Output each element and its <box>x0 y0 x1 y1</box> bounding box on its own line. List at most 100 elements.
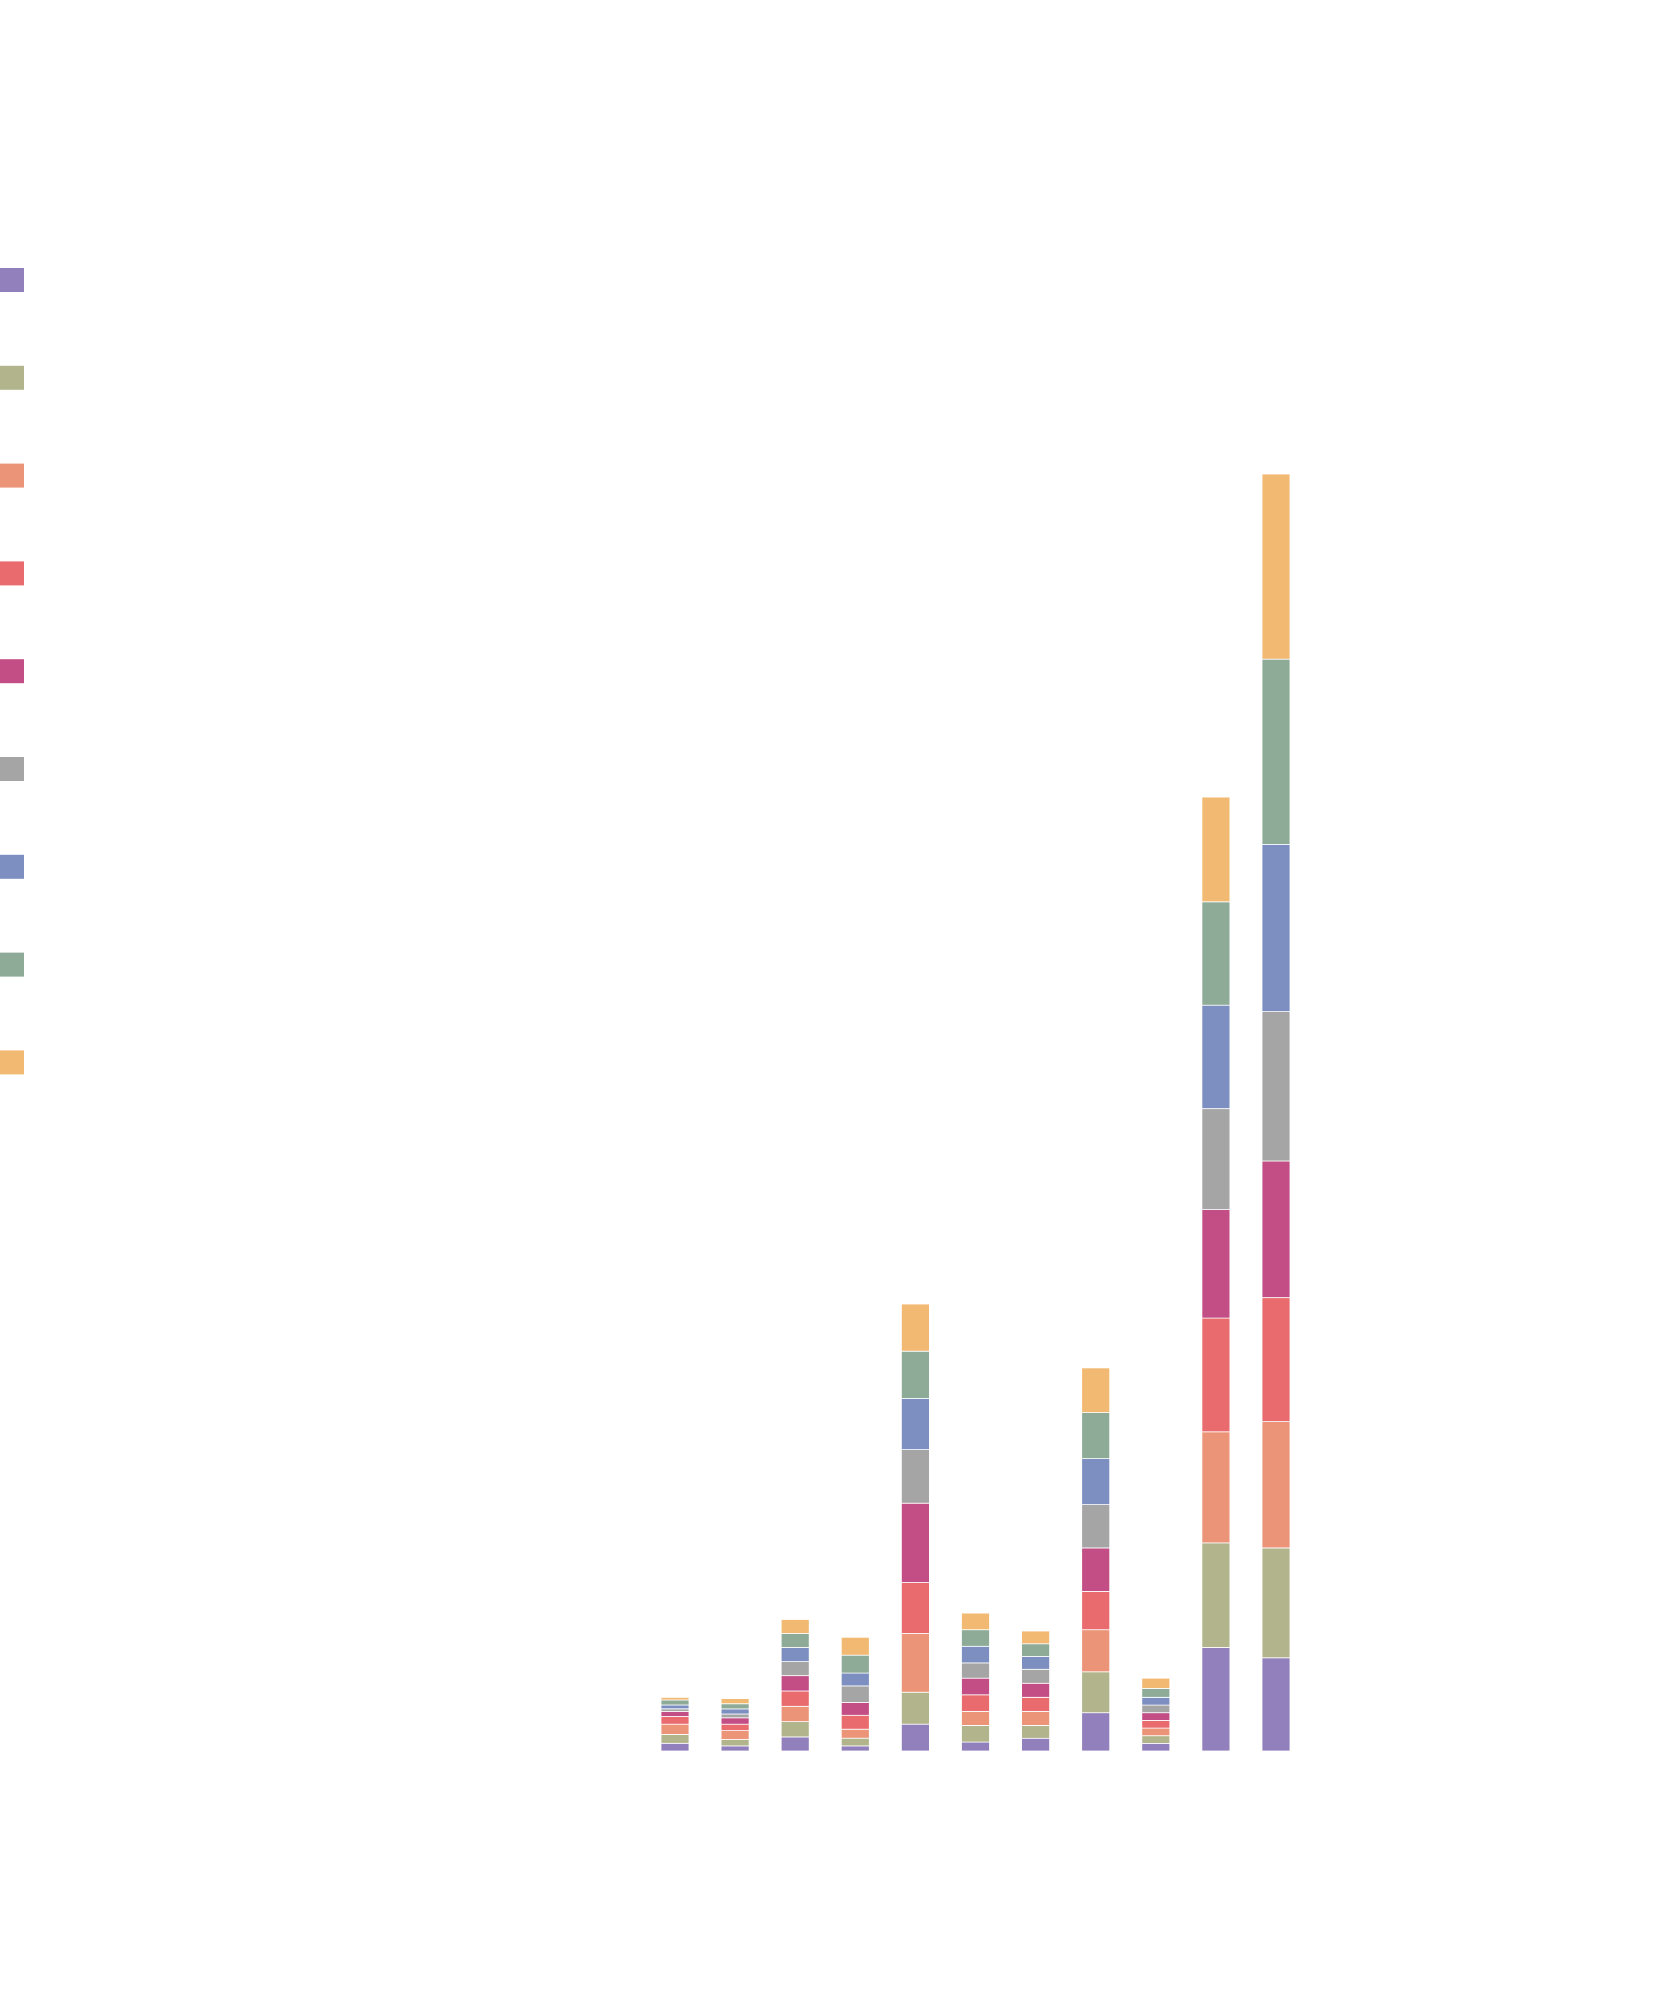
bar-segment-c3-s5 <box>780 1675 810 1692</box>
bar-segment-c3-s7 <box>780 1647 810 1662</box>
bar-segment-c4-s8 <box>840 1654 870 1674</box>
bar-segment-c11-s5 <box>1261 1160 1291 1299</box>
bar-segment-c8-s1 <box>1081 1712 1111 1752</box>
bar-segment-c8-s7 <box>1081 1458 1111 1505</box>
bar-segment-c8-s5 <box>1081 1547 1111 1592</box>
bar-segment-c9-s9 <box>1141 1677 1171 1689</box>
legend-swatch-1 <box>0 268 24 292</box>
bar-segment-c2-s6 <box>720 1713 750 1719</box>
legend-swatch-3 <box>0 463 24 488</box>
bar-segment-c1-s6 <box>660 1708 690 1712</box>
bar-segment-c3-s9 <box>780 1619 810 1634</box>
bar-segment-c10-s2 <box>1201 1542 1231 1648</box>
bar-segment-c1-s4 <box>660 1716 690 1725</box>
bar-segment-c11-s7 <box>1261 843 1291 1012</box>
bar-segment-c7-s3 <box>1021 1711 1050 1726</box>
bar-segment-c9-s4 <box>1141 1720 1171 1729</box>
bar-segment-c4-s4 <box>840 1714 870 1730</box>
bar-segment-c4-s5 <box>840 1702 870 1716</box>
bar-segment-c5-s1 <box>901 1723 930 1752</box>
bar-segment-c1-s8 <box>660 1699 690 1706</box>
bar-segment-c1-s5 <box>660 1711 690 1717</box>
bar-segment-c6-s4 <box>961 1694 990 1712</box>
plot-area <box>660 473 1291 1752</box>
legend-swatch-9 <box>0 1050 24 1075</box>
bar-segment-c10-s8 <box>1201 901 1231 1006</box>
bar-segment-c3-s4 <box>780 1690 810 1707</box>
bar-segment-c9-s8 <box>1141 1688 1171 1698</box>
bar-segment-c10-s9 <box>1201 796 1231 903</box>
bar-segment-c11-s3 <box>1261 1421 1291 1549</box>
bar-segment-c3-s1 <box>780 1736 810 1752</box>
bar-segment-c6-s7 <box>961 1645 990 1664</box>
bar-segment-c4-s7 <box>840 1672 870 1687</box>
bar-segment-c6-s1 <box>961 1741 990 1752</box>
bar-segment-c9-s6 <box>1141 1704 1171 1714</box>
bar-segment-c4-s1 <box>840 1745 870 1752</box>
bar-segment-c9-s7 <box>1141 1697 1171 1706</box>
bar-segment-c2-s5 <box>720 1717 750 1725</box>
bar-segment-c9-s1 <box>1141 1742 1171 1752</box>
bar-segment-c5-s2 <box>901 1691 930 1725</box>
bar-segment-c4-s2 <box>840 1737 870 1747</box>
legend-swatch-5 <box>0 659 24 684</box>
bar-segment-c6-s2 <box>961 1725 990 1743</box>
bar-segment-c8-s9 <box>1081 1367 1111 1414</box>
bar-segment-c8-s8 <box>1081 1412 1111 1459</box>
bar-segment-c7-s6 <box>1021 1668 1050 1684</box>
bar-segment-c2-s2 <box>720 1739 750 1747</box>
bar-segment-c5-s9 <box>901 1303 930 1352</box>
bar-segment-c5-s4 <box>901 1582 930 1634</box>
bar-segment-c10-s4 <box>1201 1317 1231 1433</box>
bar-segment-c2-s4 <box>720 1723 750 1731</box>
bar-segment-c5-s8 <box>901 1350 930 1399</box>
bar-segment-c9-s5 <box>1141 1712 1171 1721</box>
bar-segment-c10-s6 <box>1201 1108 1231 1210</box>
bar-segment-c7-s2 <box>1021 1725 1050 1739</box>
bar-segment-c5-s6 <box>901 1449 930 1504</box>
bar-segment-c4-s3 <box>840 1728 870 1739</box>
bar-segment-c6-s9 <box>961 1612 990 1631</box>
bar-segment-c7-s8 <box>1021 1643 1050 1657</box>
bar-segment-c3-s6 <box>780 1661 810 1676</box>
bar-segment-c1-s9 <box>660 1697 690 1701</box>
bar-segment-c2-s3 <box>720 1730 750 1740</box>
bar-segment-c6-s5 <box>961 1677 990 1696</box>
bar-segment-c8-s3 <box>1081 1629 1111 1673</box>
bar-segment-c11-s2 <box>1261 1547 1291 1659</box>
bar-segment-c10-s7 <box>1201 1004 1231 1110</box>
legend-swatch-6 <box>0 757 24 781</box>
legend-swatch-7 <box>0 854 24 879</box>
bar-segment-c1-s2 <box>660 1734 690 1744</box>
bar-segment-c4-s6 <box>840 1685 870 1703</box>
bar-segment-c5-s5 <box>901 1502 930 1583</box>
bar-segment-c11-s4 <box>1261 1297 1291 1422</box>
bar-segment-c1-s1 <box>660 1742 690 1752</box>
bar-segment-c5-s3 <box>901 1633 930 1693</box>
bar-segment-c2-s8 <box>720 1703 750 1710</box>
bar-segment-c10-s1 <box>1201 1647 1231 1752</box>
legend-swatch-2 <box>0 365 24 390</box>
bar-segment-c2-s9 <box>720 1698 750 1705</box>
bar-segment-c8-s4 <box>1081 1591 1111 1631</box>
bar-segment-c7-s5 <box>1021 1682 1050 1698</box>
bar-segment-c10-s5 <box>1201 1209 1231 1319</box>
bar-segment-c3-s8 <box>780 1633 810 1648</box>
bar-segment-c1-s3 <box>660 1723 690 1735</box>
bar-segment-c11-s9 <box>1261 473 1291 660</box>
bar-segment-c2-s7 <box>720 1708 750 1715</box>
bar-segment-c8-s2 <box>1081 1671 1111 1714</box>
bar-segment-c7-s9 <box>1021 1630 1050 1645</box>
bar-segment-c11-s1 <box>1261 1657 1291 1752</box>
bar-segment-c11-s6 <box>1261 1011 1291 1162</box>
legend-swatch-8 <box>0 952 24 977</box>
bar-segment-c4-s9 <box>840 1636 870 1656</box>
bar-segment-c9-s2 <box>1141 1735 1171 1744</box>
bar-segment-c6-s6 <box>961 1662 990 1679</box>
bar-segment-c6-s8 <box>961 1629 990 1647</box>
bar-segment-c3-s2 <box>780 1721 810 1738</box>
bar-segment-c9-s3 <box>1141 1727 1171 1737</box>
bar-segment-c1-s7 <box>660 1704 690 1710</box>
legend-swatch-4 <box>0 561 24 586</box>
